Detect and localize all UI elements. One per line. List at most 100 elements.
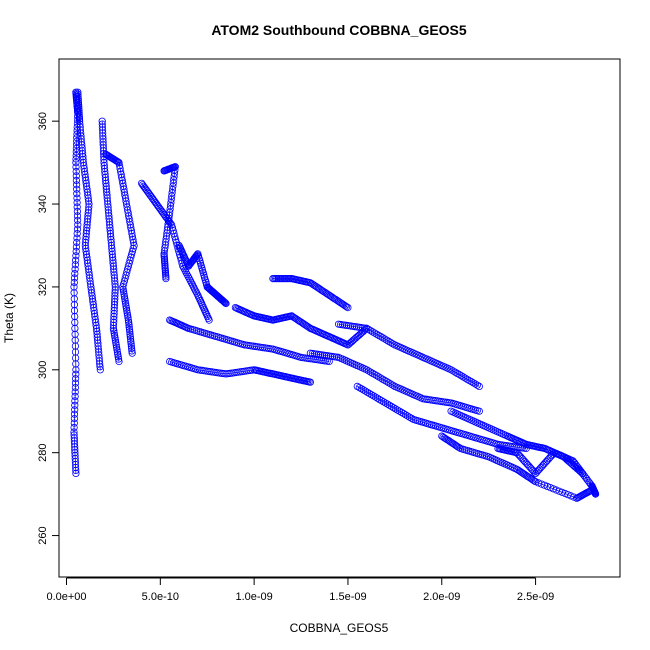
data-point xyxy=(73,185,81,193)
trajectory xyxy=(494,444,600,498)
data-point xyxy=(385,401,394,409)
data-point xyxy=(101,164,109,173)
data-point xyxy=(344,341,352,349)
data-point xyxy=(367,327,375,335)
data-point xyxy=(120,292,129,300)
x-tick-label: 1.5e-09 xyxy=(329,591,366,603)
data-point xyxy=(377,396,385,405)
data-point xyxy=(71,449,79,457)
data-point xyxy=(161,241,169,249)
data-point xyxy=(128,344,136,353)
data-point xyxy=(162,232,171,240)
data-point xyxy=(95,351,103,359)
data-point xyxy=(165,211,173,219)
data-point xyxy=(373,330,381,338)
data-point xyxy=(111,280,119,288)
data-point xyxy=(108,250,116,258)
data-point xyxy=(124,314,132,322)
data-point xyxy=(377,374,385,382)
data-point xyxy=(325,357,333,366)
data-point xyxy=(79,153,87,161)
data-point xyxy=(70,274,79,282)
data-point xyxy=(475,382,483,390)
data-point xyxy=(379,375,387,383)
x-axis-label: COBBNA_GEOS5 xyxy=(290,621,389,635)
trajectory xyxy=(166,316,333,366)
data-point xyxy=(576,466,584,474)
data-point xyxy=(77,129,85,137)
data-point xyxy=(80,162,88,170)
data-point xyxy=(106,221,114,229)
data-point xyxy=(86,280,95,288)
data-point xyxy=(106,224,114,232)
data-point xyxy=(86,277,94,285)
data-point xyxy=(348,337,356,345)
data-point xyxy=(475,407,483,415)
data-point xyxy=(344,303,352,312)
data-point xyxy=(359,386,367,394)
data-point xyxy=(121,295,129,303)
data-point xyxy=(119,285,127,293)
data-point xyxy=(363,366,371,374)
data-point xyxy=(111,286,119,294)
data-point xyxy=(99,132,107,140)
data-point xyxy=(71,460,80,469)
data-point xyxy=(113,348,122,356)
y-tick-label: 260 xyxy=(37,526,49,544)
data-point xyxy=(114,158,122,166)
data-point xyxy=(73,137,81,145)
data-point xyxy=(70,423,78,432)
trajectory xyxy=(98,117,123,366)
data-point xyxy=(106,227,114,235)
data-point xyxy=(125,323,133,331)
y-tick-label: 320 xyxy=(37,278,49,296)
data-point xyxy=(72,247,80,255)
data-point xyxy=(383,336,391,344)
data-point xyxy=(98,120,106,128)
data-point xyxy=(350,335,359,343)
data-point xyxy=(83,218,92,226)
data-point xyxy=(99,138,107,146)
data-point xyxy=(389,404,398,412)
data-point xyxy=(379,398,388,406)
data-point xyxy=(122,302,130,310)
trajectory xyxy=(438,432,596,502)
data-point xyxy=(87,286,95,294)
data-point xyxy=(369,392,377,400)
data-point xyxy=(83,227,91,235)
data-point xyxy=(72,252,80,260)
data-point xyxy=(70,437,79,445)
data-point xyxy=(111,336,120,344)
data-point xyxy=(110,301,119,309)
data-point xyxy=(114,353,122,361)
data-point xyxy=(107,233,115,241)
data-point xyxy=(365,367,373,375)
data-point xyxy=(473,381,481,389)
data-point xyxy=(96,366,104,374)
data-point xyxy=(125,321,133,329)
data-point xyxy=(113,343,121,351)
data-point xyxy=(110,265,118,273)
data-point xyxy=(465,376,473,385)
data-point xyxy=(82,247,90,255)
data-point xyxy=(73,134,81,142)
data-point xyxy=(220,298,228,306)
data-point xyxy=(103,191,111,199)
data-point xyxy=(102,182,110,190)
data-point xyxy=(108,247,116,255)
data-point xyxy=(107,236,115,244)
y-axis: 260 280 300 320 340 360 xyxy=(37,112,60,545)
data-point xyxy=(222,299,230,308)
data-point xyxy=(397,408,406,416)
data-point xyxy=(81,173,90,181)
data-point xyxy=(111,334,119,342)
data-point xyxy=(71,392,79,400)
data-point xyxy=(89,298,97,306)
data-point xyxy=(109,256,117,264)
data-point xyxy=(71,401,79,409)
data-point xyxy=(92,321,100,329)
data-point xyxy=(109,262,118,270)
data-point xyxy=(90,306,98,315)
data-point xyxy=(81,238,90,247)
